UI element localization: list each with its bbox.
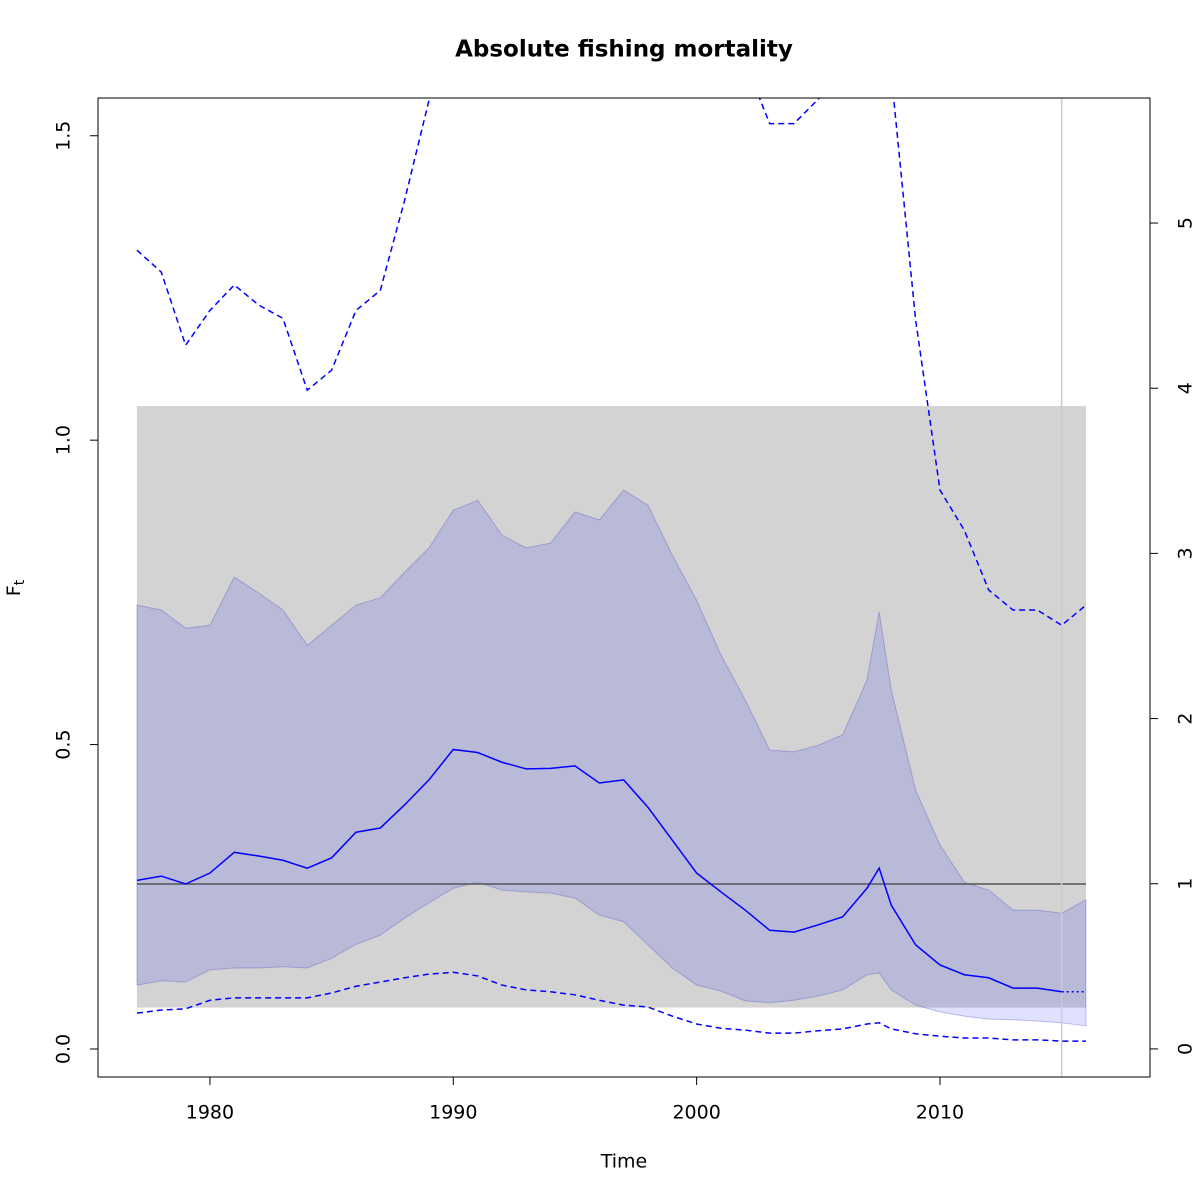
x-tick-label: 2000: [672, 1102, 720, 1124]
y-axis-label-sub: t: [12, 579, 28, 585]
y-tick-label: 1.0: [53, 425, 75, 455]
x-tick-label: 1990: [429, 1102, 477, 1124]
confidence-band: [136, 489, 1087, 1027]
plot-frame: [97, 97, 1151, 1078]
y2-tick-label: 0: [1175, 1043, 1197, 1055]
y2-tick-label: 5: [1175, 217, 1197, 229]
chart-title: Absolute fishing mortality: [455, 37, 793, 63]
series-line: [136, 971, 1086, 1042]
y-axis-label: Ft: [3, 579, 29, 596]
y-tick-label: 0.0: [53, 1034, 75, 1064]
plot-area: [136, 98, 1087, 1077]
y2-tick-label: 3: [1175, 547, 1197, 559]
y2-tick-label: 4: [1175, 382, 1197, 394]
y2-tick-label: 2: [1175, 713, 1197, 725]
y2-tick-label: 1: [1175, 878, 1197, 890]
y-tick-label: 0.5: [53, 729, 75, 759]
series-line: [136, 748, 1062, 993]
reference-band: [136, 406, 1086, 1008]
y-axis-label-main: F: [3, 585, 25, 596]
x-tick-label: 2010: [916, 1102, 964, 1124]
x-tick-label: 1980: [186, 1102, 234, 1124]
y-tick-label: 1.5: [53, 121, 75, 151]
x-axis-label: Time: [600, 1151, 648, 1173]
